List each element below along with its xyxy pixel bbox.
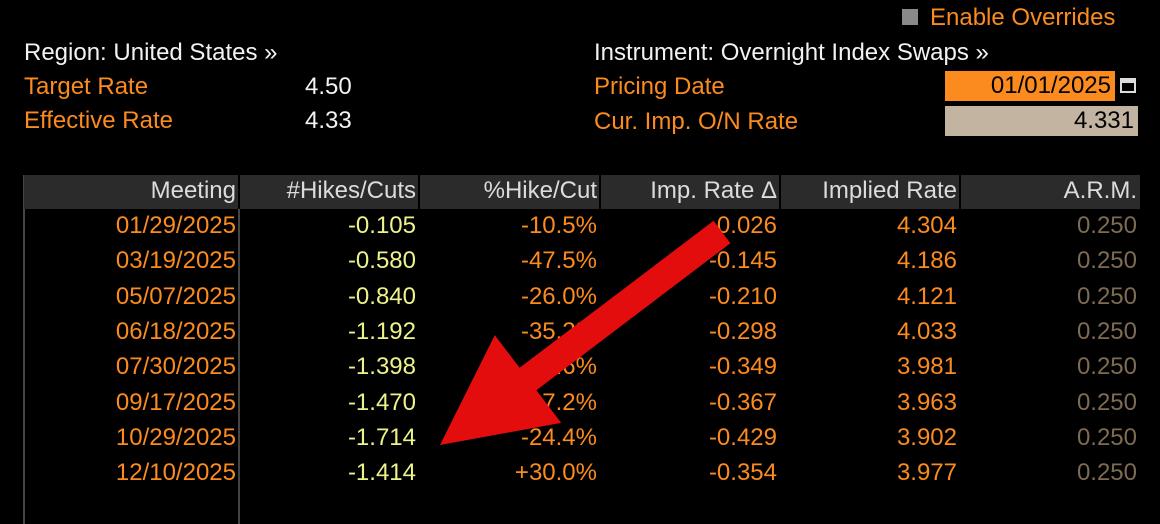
checkbox[interactable] — [902, 9, 918, 25]
date-value: 01/01/2025 — [990, 72, 1111, 99]
table-cell: -1.414 — [347, 459, 416, 487]
column-header: #Hikes/Cuts — [286, 177, 416, 204]
table-cell: 0.250 — [1076, 282, 1137, 310]
table-cell: +30.0% — [514, 459, 597, 487]
table-cell: 0.250 — [1076, 247, 1137, 275]
header-separator — [418, 175, 420, 209]
table-cell: 06/18/2025 — [115, 317, 236, 345]
table-cell: 09/17/2025 — [115, 388, 236, 416]
column-header: Imp. Rate Δ — [650, 177, 777, 204]
table-cell: 3.963 — [896, 388, 957, 416]
table-cell: -0.349 — [708, 353, 777, 381]
table-cell: -0.298 — [708, 317, 777, 345]
table-cell: -1.470 — [347, 388, 416, 416]
table-cell: 07/30/2025 — [115, 353, 236, 381]
table-cell: -0.145 — [708, 247, 777, 275]
header-separator — [238, 175, 240, 209]
table-cell: 0.250 — [1076, 317, 1137, 345]
table-cell: -1.192 — [347, 317, 416, 345]
table-cell: 12/10/2025 — [115, 459, 236, 487]
column-header: Meeting — [150, 177, 236, 204]
table-cell: 01/29/2025 — [115, 212, 236, 239]
field-label: Effective Rate — [24, 107, 173, 134]
table-cell: -24.4% — [520, 423, 597, 451]
table-cell: -47.5% — [520, 247, 597, 275]
header-separator — [599, 175, 601, 209]
field-label: Target Rate — [24, 73, 149, 100]
table-divider — [238, 209, 240, 524]
table-cell: 0.250 — [1076, 423, 1137, 451]
table-cell: 0.250 — [1076, 353, 1137, 381]
table-cell: 4.304 — [896, 212, 957, 239]
table-cell: -0.210 — [708, 282, 777, 310]
table-cell: 0.250 — [1076, 459, 1137, 487]
table-header — [24, 175, 1140, 209]
rate-value: 4.331 — [1073, 107, 1134, 134]
column-header: A.R.M. — [1063, 177, 1137, 204]
header-separator — [959, 175, 961, 209]
table-cell: -10.5% — [520, 212, 597, 239]
table-cell: 4.033 — [896, 317, 957, 345]
column-header: %Hike/Cut — [483, 177, 597, 204]
calendar-icon[interactable] — [1118, 74, 1138, 96]
date-input[interactable] — [945, 71, 1115, 101]
table-cell: 4.121 — [896, 282, 957, 310]
table-border-left — [23, 175, 25, 524]
table-cell: -0.840 — [347, 282, 416, 310]
table-cell: -26.0% — [520, 282, 597, 310]
table-cell: 0.250 — [1076, 388, 1137, 416]
table-cell: -0.429 — [708, 423, 777, 451]
table-cell: 05/07/2025 — [115, 282, 236, 310]
column-header: Implied Rate — [822, 177, 957, 204]
field-label: Pricing Date — [594, 73, 725, 100]
field-value: 4.50 — [305, 73, 352, 100]
table-cell: 4.186 — [896, 247, 957, 275]
table-cell: 3.977 — [896, 459, 957, 487]
enable-overrides[interactable]: Enable Overrides — [930, 4, 1116, 31]
header-separator — [779, 175, 781, 209]
table-cell: 03/19/2025 — [115, 247, 236, 275]
table-cell: -0.367 — [708, 388, 777, 416]
table-cell: -0.105 — [347, 212, 416, 239]
instrument[interactable]: Instrument: Overnight Index Swaps » — [594, 39, 989, 66]
rate-box — [945, 106, 1138, 136]
table-cell: 3.981 — [896, 353, 957, 381]
table-cell: 10/29/2025 — [115, 423, 236, 451]
table-cell: 3.902 — [896, 423, 957, 451]
table-cell: -0.580 — [347, 247, 416, 275]
table-cell: 0.250 — [1076, 212, 1137, 239]
table-cell: -1.398 — [347, 353, 416, 381]
field-label: Cur. Imp. O/N Rate — [594, 108, 799, 135]
table-cell: -1.714 — [347, 423, 416, 451]
table-cell: -0.354 — [708, 459, 777, 487]
field-value: 4.33 — [305, 107, 352, 134]
region[interactable]: Region: United States » — [24, 39, 278, 66]
